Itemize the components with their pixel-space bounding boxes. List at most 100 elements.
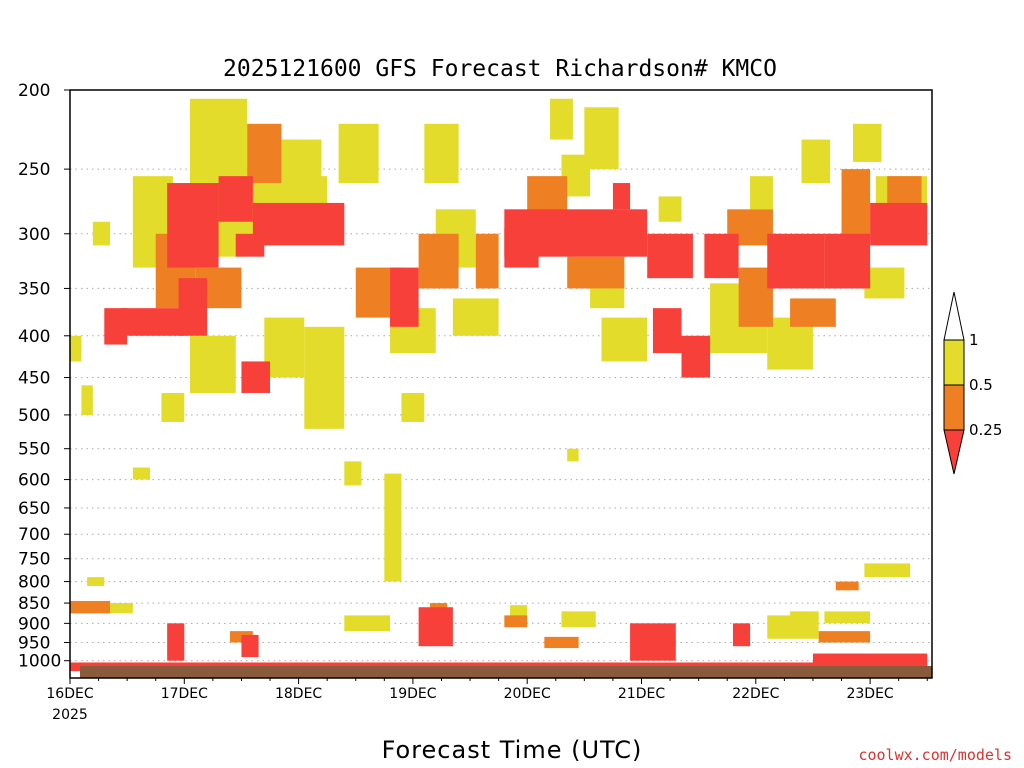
x-tick-label: 18DEC xyxy=(275,686,322,702)
legend-bar xyxy=(943,339,965,386)
region-cell xyxy=(681,335,711,378)
region-cell xyxy=(252,202,345,246)
y-tick-label: 400 xyxy=(18,327,50,347)
region-cell xyxy=(801,139,831,184)
region-cell xyxy=(790,298,836,327)
y-tick-label: 800 xyxy=(18,573,50,593)
region-cell xyxy=(70,600,111,614)
region-cell xyxy=(567,256,625,289)
y-tick-label: 350 xyxy=(18,279,50,299)
x-tick-sublabel: 2025 xyxy=(52,707,88,723)
x-tick-label: 22DEC xyxy=(732,686,779,702)
region-cell xyxy=(601,317,648,362)
region-cell xyxy=(870,202,928,246)
region-cell xyxy=(190,335,236,393)
region-cell xyxy=(247,123,282,184)
region-cell xyxy=(418,607,453,647)
region-cell xyxy=(384,473,402,582)
y-tick-label: 1000 xyxy=(18,652,61,672)
region-cell xyxy=(704,233,739,279)
x-tick-label: 20DEC xyxy=(504,686,551,702)
x-tick-label: 23DEC xyxy=(846,686,893,702)
legend-label: 0.5 xyxy=(969,376,993,394)
region-cell xyxy=(104,308,128,345)
region-cell xyxy=(790,611,819,620)
region-cell xyxy=(841,169,871,246)
plot-frame xyxy=(69,89,933,679)
region-cell xyxy=(504,615,528,628)
region-cell xyxy=(132,467,151,480)
region-cell xyxy=(750,176,773,210)
y-tick-label: 300 xyxy=(18,225,50,245)
y-tick-label: 900 xyxy=(18,614,50,634)
region-cell xyxy=(167,623,185,661)
region-cell xyxy=(304,326,345,429)
region-cell xyxy=(241,361,271,393)
region-cell xyxy=(504,209,648,257)
region-cell xyxy=(281,139,322,184)
region-cell xyxy=(612,183,631,210)
y-tick-label: 550 xyxy=(18,440,50,460)
y-tick-label: 500 xyxy=(18,406,50,426)
region-cell xyxy=(544,636,579,649)
region-cell xyxy=(121,308,185,336)
region-cell xyxy=(818,631,871,643)
region-cell xyxy=(584,107,619,170)
x-tick-label: 17DEC xyxy=(161,686,208,702)
color-legend: 1 0.5 0.25 xyxy=(943,291,1002,475)
y-tick-label: 750 xyxy=(18,550,50,570)
y-tick-label: 950 xyxy=(18,634,50,654)
region-cell xyxy=(87,577,105,586)
y-tick-label: 600 xyxy=(18,471,50,491)
region-cell xyxy=(864,267,905,299)
region-cell xyxy=(390,267,419,327)
region-cell xyxy=(218,176,253,222)
region-cell xyxy=(852,123,882,162)
region-cell xyxy=(424,123,459,184)
region-cell xyxy=(767,615,819,639)
region-cell xyxy=(658,196,682,222)
region-cell xyxy=(652,308,682,354)
region-cell xyxy=(567,448,579,462)
shaded-regions xyxy=(70,98,928,672)
region-cell xyxy=(824,611,871,624)
region-cell xyxy=(824,233,871,289)
x-axis-label: Forecast Time (UTC) xyxy=(382,736,643,764)
region-cell xyxy=(835,581,859,591)
region-cell xyxy=(418,233,459,289)
x-tick-label: 19DEC xyxy=(389,686,436,702)
region-cell xyxy=(864,563,911,578)
y-tick-label: 650 xyxy=(18,499,50,519)
y-axis: 200 250 300 350 400 450 500 550 600 650 700 750 8008… xyxy=(18,81,70,672)
region-cell xyxy=(561,611,596,628)
y-tick-label: 250 xyxy=(18,160,50,180)
legend-triangle-top xyxy=(943,291,965,341)
region-cell xyxy=(92,221,111,246)
credit-link[interactable]: coolwx.com/models xyxy=(858,746,1012,764)
region-cell xyxy=(264,317,305,378)
ground-strip xyxy=(80,666,932,678)
region-cell xyxy=(338,123,379,184)
legend-label: 1 xyxy=(969,331,979,349)
region-cell xyxy=(70,335,82,362)
region-cell xyxy=(167,183,219,268)
region-cell xyxy=(452,298,499,336)
region-cell xyxy=(161,392,185,422)
region-cell xyxy=(241,634,259,658)
legend-triangle-bottom xyxy=(943,429,965,475)
y-tick-label: 850 xyxy=(18,594,50,614)
y-tick-label: 450 xyxy=(18,369,50,389)
x-tick-label: 16DEC xyxy=(46,686,93,702)
region-cell xyxy=(475,233,499,289)
legend-label: 0.25 xyxy=(969,421,1002,439)
region-cell xyxy=(235,233,265,257)
x-tick-label: 21DEC xyxy=(618,686,665,702)
region-cell xyxy=(550,98,573,140)
region-cell xyxy=(767,233,825,289)
region-cell xyxy=(647,233,693,279)
region-cell xyxy=(732,623,751,647)
chart-title: 2025121600 GFS Forecast Richardson# KMCO xyxy=(223,56,777,82)
legend-bar xyxy=(943,384,965,431)
region-cell xyxy=(344,615,391,632)
